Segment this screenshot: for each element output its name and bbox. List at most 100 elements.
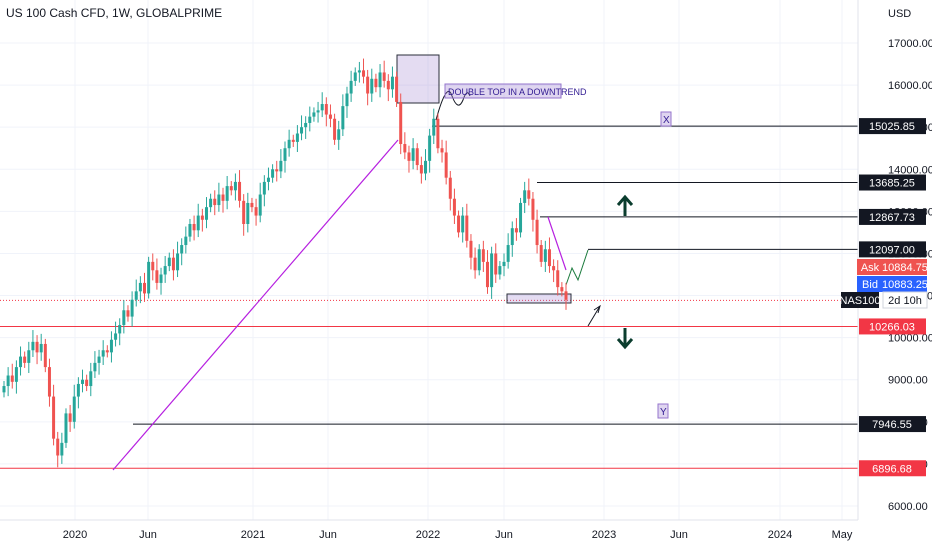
candle bbox=[390, 66, 394, 98]
price-level-tag-bg bbox=[859, 208, 926, 225]
price-tick-label: 17000.00 bbox=[888, 38, 932, 50]
candle bbox=[324, 97, 328, 127]
candle bbox=[200, 208, 204, 232]
price-level-tag: 12867.73 bbox=[859, 208, 926, 225]
ask-tag: Ask 10884.75 bbox=[857, 259, 928, 275]
candle-body bbox=[10, 375, 14, 382]
candle-body bbox=[386, 80, 390, 90]
candle-body bbox=[204, 207, 208, 220]
candle-body bbox=[171, 257, 175, 271]
candle bbox=[188, 218, 192, 242]
candle-body bbox=[440, 148, 444, 153]
candle bbox=[159, 267, 163, 295]
candle-body bbox=[485, 261, 489, 288]
candle bbox=[31, 330, 35, 357]
candle bbox=[552, 259, 556, 283]
candle-body bbox=[109, 339, 113, 353]
candle bbox=[76, 377, 80, 409]
candle-body bbox=[304, 122, 308, 128]
candle-body bbox=[337, 129, 341, 140]
price-tick-label: 6000.00 bbox=[888, 501, 928, 513]
candle bbox=[242, 194, 246, 236]
candle bbox=[560, 282, 564, 297]
candle bbox=[180, 238, 184, 266]
uptrend-line bbox=[112, 139, 399, 471]
candle bbox=[494, 243, 498, 283]
candle-body bbox=[180, 245, 184, 254]
price-tick-label: 16000.00 bbox=[888, 80, 932, 92]
candle-body bbox=[147, 261, 151, 294]
candle-body bbox=[89, 371, 93, 387]
candle-body bbox=[138, 282, 142, 292]
candle bbox=[122, 300, 126, 334]
candle bbox=[126, 305, 130, 322]
candle-body bbox=[407, 152, 411, 161]
candle bbox=[105, 345, 109, 358]
candle bbox=[23, 351, 27, 368]
ask-tag-label: Ask bbox=[861, 262, 880, 274]
candle-body bbox=[238, 181, 242, 201]
candle bbox=[147, 256, 151, 299]
candle-body bbox=[349, 80, 353, 94]
candle bbox=[213, 190, 217, 216]
candle-body bbox=[81, 379, 85, 384]
candle bbox=[130, 291, 134, 327]
down-arrow-icon bbox=[616, 328, 634, 350]
candle-body bbox=[35, 341, 39, 353]
symbol-tag: NAS100 2d 10h bbox=[840, 291, 928, 309]
price-level-tag-text: 10266.03 bbox=[869, 321, 915, 333]
time-tick-label: May bbox=[832, 529, 853, 541]
candle bbox=[229, 181, 233, 196]
candle-body bbox=[217, 194, 221, 206]
bid-tag-value-bg bbox=[883, 276, 927, 292]
candle-body bbox=[126, 310, 130, 317]
candle-body bbox=[514, 228, 518, 233]
candle bbox=[320, 92, 324, 118]
candle-body bbox=[143, 282, 146, 294]
candle bbox=[378, 64, 382, 98]
candle bbox=[300, 115, 304, 141]
candle-body bbox=[118, 325, 122, 334]
candle-body bbox=[465, 215, 469, 241]
candle bbox=[341, 94, 345, 137]
candle bbox=[461, 207, 465, 243]
price-level-tag-text: 12097.00 bbox=[869, 244, 915, 256]
candle-body bbox=[378, 72, 382, 88]
candle bbox=[539, 239, 543, 267]
candle bbox=[167, 252, 171, 272]
candle-body bbox=[395, 76, 399, 102]
price-level-tag-text: 6896.68 bbox=[872, 463, 912, 475]
candle-body bbox=[357, 70, 361, 73]
candle-body bbox=[283, 148, 287, 161]
candle-body bbox=[390, 76, 394, 90]
candle-body bbox=[155, 270, 159, 283]
price-level-tag: 12097.00 bbox=[859, 241, 926, 258]
time-axis[interactable]: 2020 Jun 2021 Jun 2022 Jun 2023 Jun 2024 May bbox=[0, 519, 858, 541]
candle bbox=[362, 58, 366, 84]
candle-body bbox=[370, 78, 374, 94]
candle bbox=[407, 145, 411, 173]
candle bbox=[349, 70, 353, 102]
candle-body bbox=[196, 215, 200, 231]
candle-body bbox=[510, 228, 514, 246]
y-marker-label: Y bbox=[660, 407, 667, 418]
candle-body bbox=[543, 249, 547, 262]
candle-body bbox=[366, 76, 370, 94]
price-tick-label: 9000.00 bbox=[888, 375, 928, 387]
candle bbox=[481, 240, 485, 272]
candle bbox=[291, 134, 295, 147]
candle bbox=[6, 367, 10, 397]
candle-body bbox=[43, 343, 47, 368]
candle-body bbox=[345, 93, 349, 107]
candle-body bbox=[444, 152, 448, 178]
candle bbox=[502, 253, 506, 277]
price-tags: 15025.85 13685.25 12867.73 12097.00 10266.03… bbox=[840, 118, 928, 477]
candle bbox=[345, 86, 349, 118]
price-level-lines bbox=[0, 125, 858, 469]
candle bbox=[452, 188, 456, 224]
candle-body bbox=[300, 127, 304, 134]
candle bbox=[357, 61, 361, 83]
candle bbox=[85, 374, 89, 392]
candle-body bbox=[291, 139, 295, 142]
